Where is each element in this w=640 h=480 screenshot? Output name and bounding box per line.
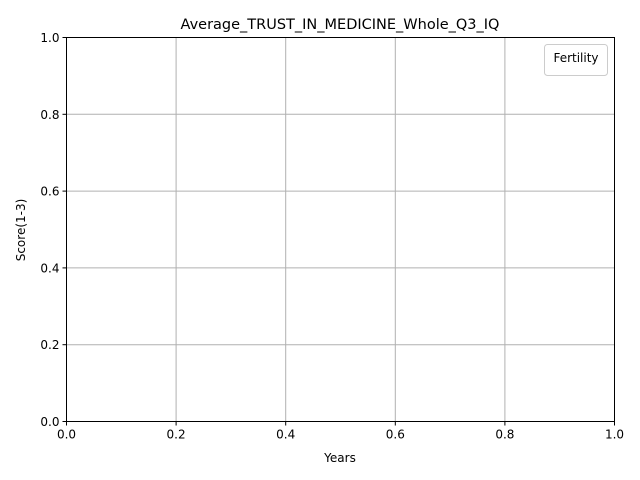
- plot-frame: [66, 37, 615, 422]
- x-tick-label: 0.8: [495, 428, 514, 442]
- grid-layer: [66, 37, 615, 422]
- legend: Fertility: [544, 44, 608, 76]
- x-tick-label: 0.6: [386, 428, 405, 442]
- ticks-layer: 0.0 0.2 0.4 0.6 0.8 1.0 0.0 0.2 0.4 0.6 0.8 1.0: [40, 31, 624, 442]
- chart-title: Average_TRUST_IN_MEDICINE_Whole_Q3_IQ: [181, 17, 500, 33]
- y-tick-label: 0.6: [40, 185, 59, 199]
- y-tick-label: 0.4: [40, 261, 59, 275]
- legend-box: [544, 44, 608, 76]
- x-tick-label: 0.2: [167, 428, 186, 442]
- y-tick-label: 1.0: [40, 31, 59, 45]
- legend-title: Fertility: [553, 51, 598, 65]
- x-tick-label: 0.4: [276, 428, 295, 442]
- y-tick-label: 0.2: [40, 338, 59, 352]
- x-tick-label: 0.0: [57, 428, 76, 442]
- y-axis-label: Score(1-3): [14, 199, 28, 262]
- x-axis-label: Years: [323, 451, 356, 465]
- y-tick-label: 0.0: [40, 415, 59, 429]
- x-tick-label: 1.0: [605, 428, 624, 442]
- y-tick-label: 0.8: [40, 108, 59, 122]
